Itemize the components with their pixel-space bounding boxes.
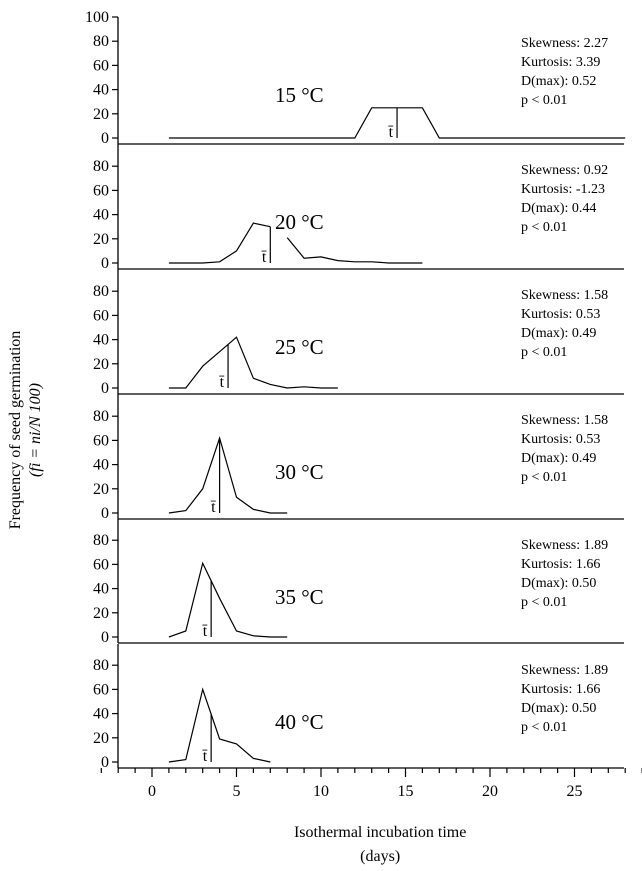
y-tick-label: 40 [93, 457, 109, 474]
stat-text: Skewness: 1.58 [521, 288, 608, 303]
y-tick-label: 60 [93, 556, 109, 573]
y-tick-label: 60 [93, 681, 109, 698]
temperature-label: 15 °C [275, 83, 324, 107]
y-axis-formula: (fi = ni/N 100) [27, 383, 44, 477]
stat-text: Kurtosis: -1.23 [521, 182, 605, 197]
temperature-label: 35 °C [275, 585, 324, 609]
y-tick-label: 20 [93, 106, 109, 123]
series-line [168, 687, 271, 763]
stat-text: Kurtosis: 3.39 [521, 55, 600, 70]
y-tick-label: 100 [85, 9, 109, 26]
y-tick-label: 20 [93, 605, 109, 622]
y-tick-label: 80 [93, 532, 109, 549]
stat-text: D(max): 0.49 [521, 326, 596, 341]
x-axis-title: Isothermal incubation time [294, 824, 466, 841]
x-tick-label: 0 [148, 783, 156, 800]
x-axis-unit: (days) [360, 848, 400, 865]
y-tick-label: 20 [93, 231, 109, 248]
stat-text: p < 0.01 [521, 220, 567, 235]
x-tick-label: 10 [313, 783, 329, 800]
y-tick-label: 0 [101, 629, 109, 646]
y-tick-label: 0 [101, 505, 109, 522]
stat-text: Kurtosis: 0.53 [521, 432, 600, 447]
y-tick-label: 40 [93, 207, 109, 224]
temperature-label: 40 °C [275, 710, 324, 734]
y-tick-label: 60 [93, 307, 109, 324]
stat-text: p < 0.01 [521, 93, 567, 108]
stat-text: Skewness: 1.58 [521, 413, 608, 428]
y-tick-label: 40 [93, 82, 109, 99]
y-tick-label: 40 [93, 581, 109, 598]
y-tick-label: 40 [93, 332, 109, 349]
y-tick-label: 40 [93, 706, 109, 723]
y-tick-label: 20 [93, 356, 109, 373]
y-tick-label: 0 [101, 130, 109, 147]
stat-text: D(max): 0.50 [521, 701, 596, 716]
x-tick-label: 25 [567, 783, 583, 800]
stat-text: p < 0.01 [521, 470, 567, 485]
stat-text: Skewness: 1.89 [521, 538, 608, 553]
y-tick-label: 80 [93, 657, 109, 674]
y-tick-label: 0 [101, 255, 109, 272]
stat-text: p < 0.01 [521, 345, 567, 360]
temperature-label: 20 °C [275, 210, 324, 234]
tbar-label: t̄ [202, 748, 208, 765]
stat-text: Skewness: 1.89 [521, 663, 608, 678]
y-tick-label: 80 [93, 408, 109, 425]
y-axis-title: Frequency of seed germination [7, 331, 24, 530]
y-tick-label: 80 [93, 33, 109, 50]
stat-text: D(max): 0.50 [521, 576, 596, 591]
temperature-label: 30 °C [275, 460, 324, 484]
x-tick-label: 15 [398, 783, 414, 800]
tbar-label: t̄ [388, 124, 394, 141]
y-tick-label: 60 [93, 182, 109, 199]
y-tick-label: 60 [93, 432, 109, 449]
x-tick-label: 5 [233, 783, 241, 800]
series-line [286, 237, 423, 264]
series-line [168, 561, 288, 638]
tbar-label: t̄ [210, 499, 216, 516]
stat-text: D(max): 0.52 [521, 74, 596, 89]
series-line [168, 222, 271, 264]
stat-text: Kurtosis: 0.53 [521, 307, 600, 322]
stat-text: Kurtosis: 1.66 [521, 682, 600, 697]
series-line [168, 435, 288, 514]
y-tick-label: 60 [93, 57, 109, 74]
x-tick-label: 20 [482, 783, 498, 800]
tbar-label: t̄ [202, 623, 208, 640]
y-tick-label: 0 [101, 380, 109, 397]
stat-text: D(max): 0.44 [521, 201, 596, 216]
y-tick-label: 0 [101, 754, 109, 771]
y-tick-label: 80 [93, 283, 109, 300]
stat-text: Skewness: 0.92 [521, 163, 608, 178]
y-tick-label: 80 [93, 158, 109, 175]
stat-text: p < 0.01 [521, 595, 567, 610]
stat-text: D(max): 0.49 [521, 451, 596, 466]
temperature-label: 25 °C [275, 335, 324, 359]
y-tick-label: 20 [93, 481, 109, 498]
tbar-label: t̄ [261, 249, 267, 266]
stat-text: Skewness: 2.27 [521, 36, 608, 51]
stat-text: p < 0.01 [521, 720, 567, 735]
series-line [168, 336, 338, 389]
stat-text: Kurtosis: 1.66 [521, 557, 600, 572]
y-tick-label: 20 [93, 730, 109, 747]
tbar-label: t̄ [219, 374, 225, 391]
